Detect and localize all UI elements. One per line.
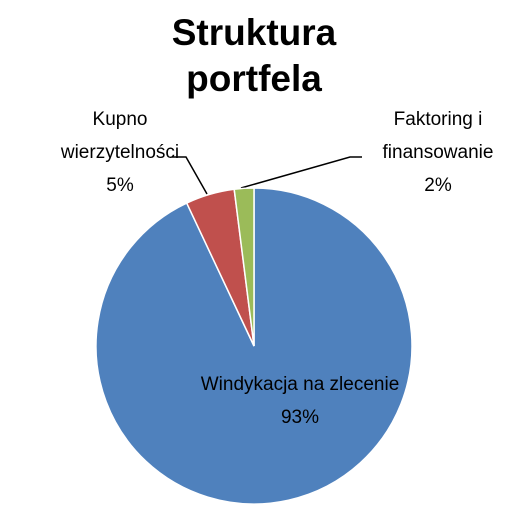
slice-label: Faktoring i finansowanie 2% — [365, 103, 510, 202]
slice-label: Kupno wierzytelności 5% — [40, 103, 200, 202]
value-label: 2% — [424, 175, 452, 196]
chart-title: Struktura portfela — [171, 12, 337, 99]
category-label: Windykacja na zlecenie — [200, 374, 400, 395]
category-label: Faktoring i finansowanie — [382, 109, 494, 163]
slice-label: Windykacja na zlecenie 93% — [180, 368, 420, 434]
value-label: 5% — [106, 175, 134, 196]
category-label: Kupno wierzytelności — [60, 109, 180, 163]
leader-line — [172, 156, 208, 195]
pie-slice — [233, 187, 255, 347]
leader-line — [240, 156, 362, 189]
value-label: 93% — [280, 407, 320, 428]
